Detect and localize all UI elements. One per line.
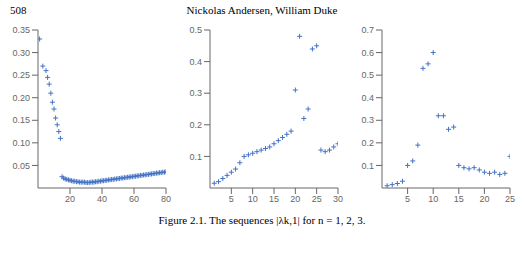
svg-text:0.30: 0.30 — [12, 48, 30, 58]
svg-text:25: 25 — [312, 194, 322, 204]
svg-text:0.2: 0.2 — [361, 138, 374, 148]
svg-text:5: 5 — [405, 194, 410, 204]
svg-text:15: 15 — [269, 194, 279, 204]
svg-text:0.1: 0.1 — [361, 161, 374, 171]
svg-text:80: 80 — [161, 194, 171, 204]
svg-text:5: 5 — [229, 194, 234, 204]
svg-text:20: 20 — [65, 194, 75, 204]
svg-text:25: 25 — [505, 194, 515, 204]
svg-text:15: 15 — [454, 194, 464, 204]
svg-text:0.5: 0.5 — [189, 25, 202, 35]
svg-text:0.1: 0.1 — [189, 152, 202, 162]
svg-text:40: 40 — [97, 194, 107, 204]
svg-text:60: 60 — [129, 194, 139, 204]
svg-text:0.4: 0.4 — [189, 57, 202, 67]
svg-text:0.3: 0.3 — [361, 115, 374, 125]
svg-text:0.20: 0.20 — [12, 93, 30, 103]
svg-text:0.5: 0.5 — [361, 70, 374, 80]
svg-text:10: 10 — [428, 194, 438, 204]
svg-text:30: 30 — [333, 194, 343, 204]
svg-text:0.4: 0.4 — [361, 93, 374, 103]
html-text:Nickolas Andersen, William Duk: Nickolas Andersen, William Duke — [186, 4, 338, 16]
svg-text:0.10: 0.10 — [12, 138, 30, 148]
svg-text:0.6: 0.6 — [361, 48, 374, 58]
svg-text:0.7: 0.7 — [361, 25, 374, 35]
svg-text:0.2: 0.2 — [189, 120, 202, 130]
svg-text:0.15: 0.15 — [12, 115, 30, 125]
svg-text:0.3: 0.3 — [189, 88, 202, 98]
svg-text:20: 20 — [290, 194, 300, 204]
svg-text:20: 20 — [479, 194, 489, 204]
svg-text:0.05: 0.05 — [12, 161, 30, 171]
svg-text:0.35: 0.35 — [12, 25, 30, 35]
svg-text:0.25: 0.25 — [12, 70, 30, 80]
html-text:508: 508 — [10, 4, 27, 16]
html-text:Figure 2.1. The sequences |λk,: Figure 2.1. The sequences |λk,1| for n =… — [158, 214, 366, 226]
svg-text:10: 10 — [248, 194, 258, 204]
